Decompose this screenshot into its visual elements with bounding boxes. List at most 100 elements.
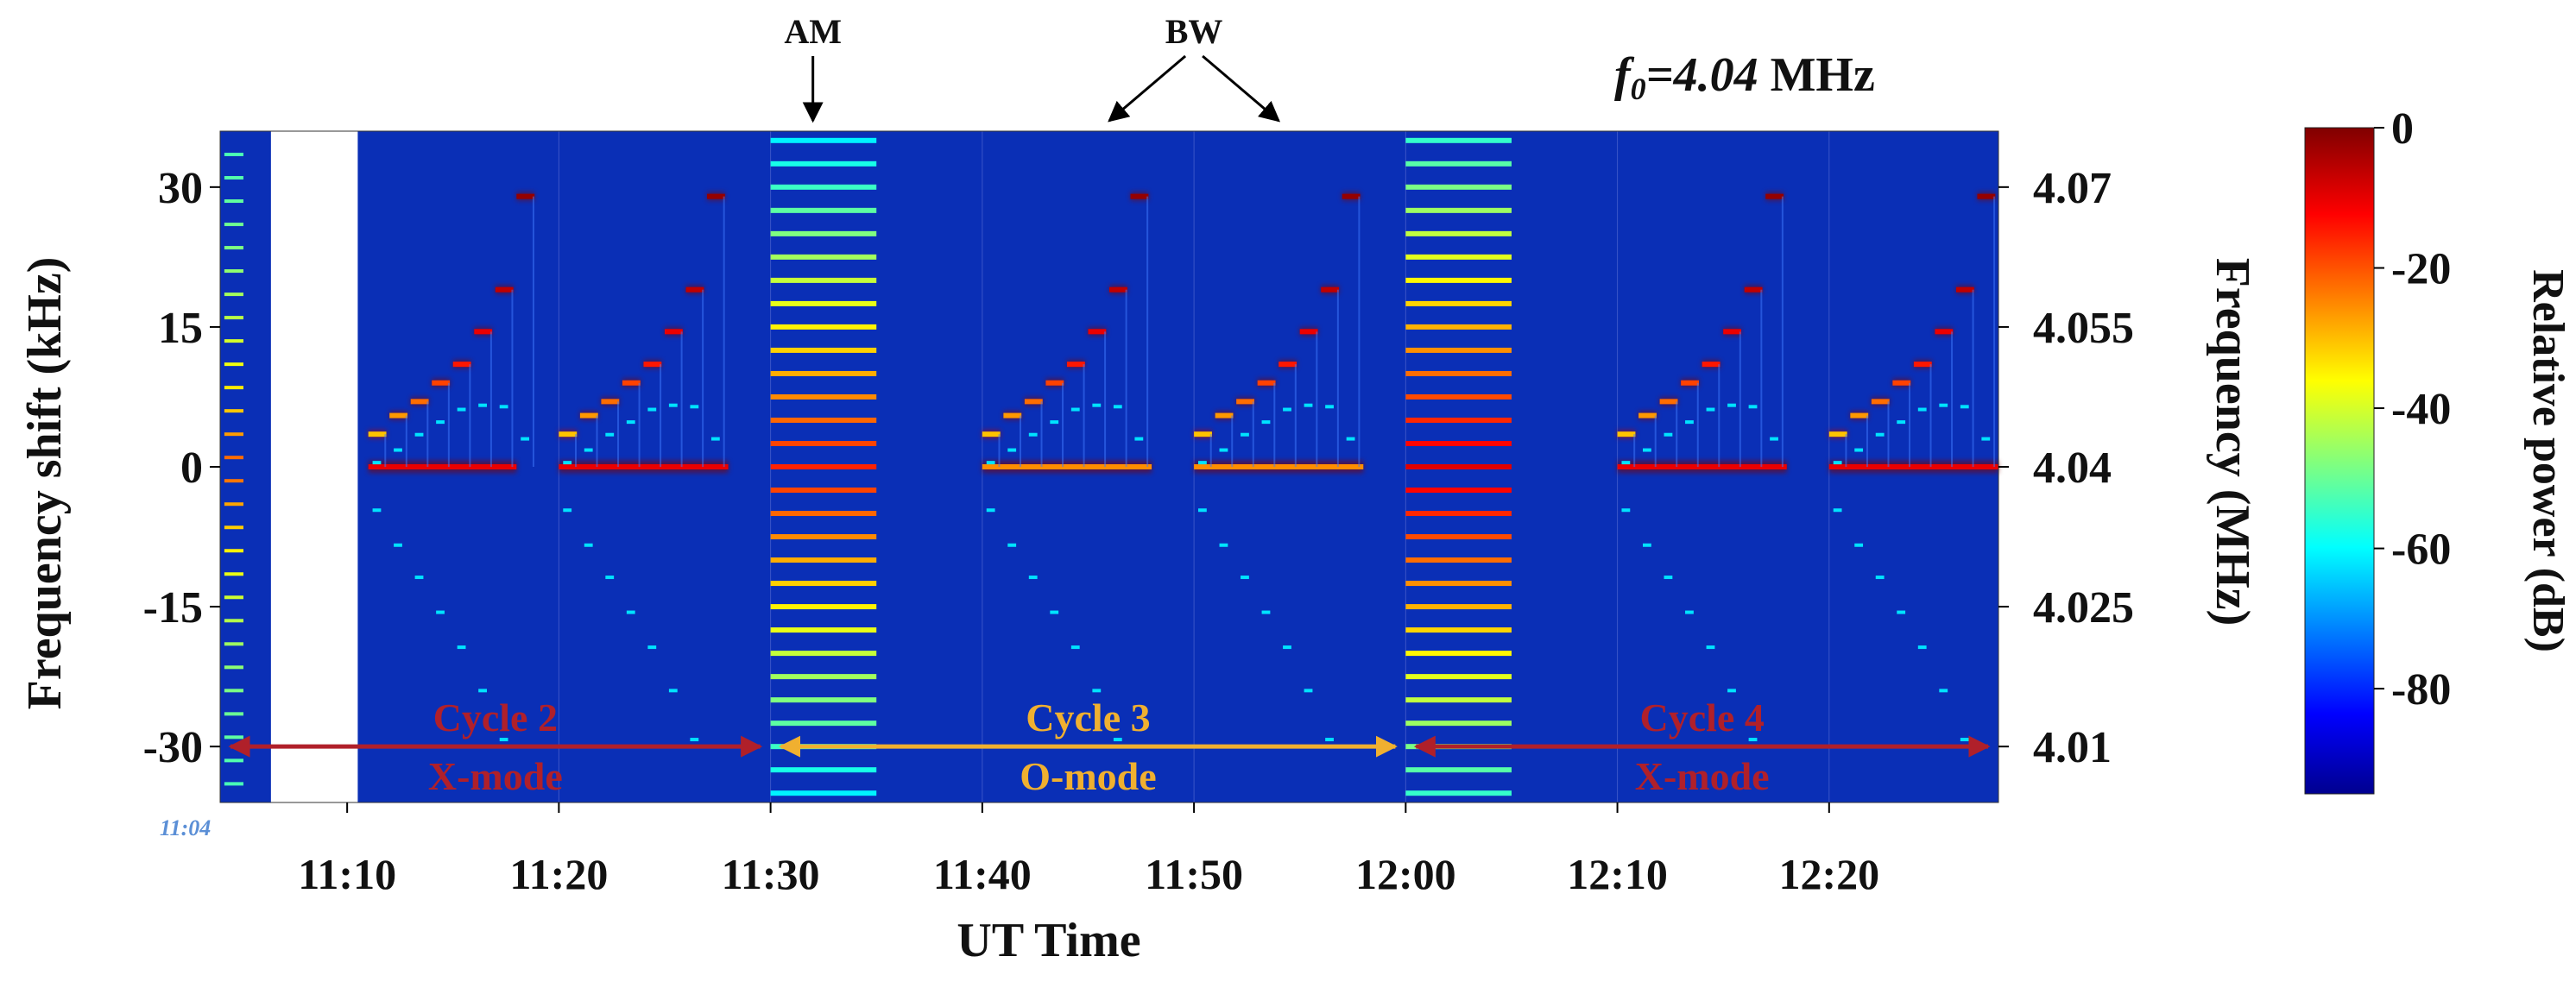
calibration-line xyxy=(224,712,243,716)
calibration-line xyxy=(224,362,243,367)
weak-sideband xyxy=(1198,508,1207,513)
right-y-tick-label: 4.01 xyxy=(2033,723,2112,772)
weak-sideband xyxy=(1219,543,1228,547)
weak-sideband xyxy=(1685,610,1694,614)
weak-sideband xyxy=(1706,645,1715,650)
carrier-line xyxy=(982,464,1152,469)
frequency-step xyxy=(1215,412,1234,418)
frequency-step xyxy=(1828,431,1847,437)
weak-sideband xyxy=(1113,405,1122,409)
step-streak xyxy=(447,382,450,467)
weak-sideband xyxy=(1028,576,1038,580)
frequency-step xyxy=(1299,329,1318,335)
frequency-step xyxy=(622,380,641,386)
weak-sideband xyxy=(457,407,466,412)
step-streak xyxy=(1633,434,1636,467)
x-tick-label: 11:30 xyxy=(722,850,820,898)
weak-sideband xyxy=(394,448,402,452)
frequency-step xyxy=(1955,286,1974,293)
weak-sideband xyxy=(372,461,382,465)
am-sideband xyxy=(770,137,877,143)
am-sideband xyxy=(770,277,877,283)
frequency-step xyxy=(474,329,493,335)
step-streak xyxy=(1273,382,1276,467)
frequency-step xyxy=(410,399,429,405)
weak-sideband xyxy=(1854,448,1864,452)
frequency-step xyxy=(665,329,683,335)
weak-sideband xyxy=(1981,437,1991,441)
calibration-line xyxy=(224,735,243,739)
weak-sideband xyxy=(1727,689,1736,693)
calibration-line xyxy=(224,619,243,623)
step-streak xyxy=(1062,382,1064,467)
colorbar-ticks: 0 -20 -40 -60 -80 xyxy=(2374,104,2451,714)
weak-sideband xyxy=(690,405,699,409)
am-sideband xyxy=(1405,230,1512,236)
step-streak xyxy=(680,331,683,467)
frequency-step xyxy=(559,431,578,437)
frequency-step xyxy=(1723,329,1742,335)
step-streak xyxy=(1358,196,1361,467)
weak-sideband xyxy=(668,403,678,407)
am-sideband xyxy=(770,370,877,376)
weak-sideband xyxy=(457,645,466,650)
am-sideband xyxy=(770,790,877,796)
weak-sideband xyxy=(1346,437,1355,441)
weak-sideband xyxy=(372,508,382,513)
weak-sideband xyxy=(1727,403,1736,407)
frequency-step xyxy=(1659,399,1678,405)
am-sideband xyxy=(1405,370,1512,376)
weak-sideband xyxy=(1643,543,1651,547)
step-streak xyxy=(532,196,534,467)
am-sideband xyxy=(1405,604,1512,610)
carrier-line xyxy=(1828,464,1998,469)
weak-sideband xyxy=(1134,437,1144,441)
am-sideband xyxy=(1405,207,1512,213)
frequency-step xyxy=(1617,431,1636,437)
weak-sideband xyxy=(478,689,487,693)
calibration-line xyxy=(224,316,243,320)
weak-sideband xyxy=(1960,405,1969,409)
chart-title: f0=4.04 MHz xyxy=(1614,48,1875,106)
step-streak xyxy=(1866,415,1868,467)
weak-sideband xyxy=(414,432,424,437)
am-sideband xyxy=(1405,488,1512,494)
weak-sideband xyxy=(1283,407,1291,412)
frequency-step xyxy=(1130,193,1149,199)
calibration-line xyxy=(224,665,243,670)
step-streak xyxy=(1654,415,1657,467)
calibration-line xyxy=(224,269,243,274)
weak-sideband xyxy=(1241,576,1249,580)
calibration-line xyxy=(224,456,243,460)
step-streak xyxy=(426,401,429,467)
calibration-line xyxy=(224,572,243,576)
weak-sideband xyxy=(1897,420,1906,425)
am-sideband xyxy=(1405,767,1512,773)
frequency-step xyxy=(1321,286,1340,293)
calibration-line xyxy=(224,549,243,553)
left-y-tick-label: 15 xyxy=(158,304,203,353)
left-y-tick-label: -30 xyxy=(143,723,203,772)
am-sideband xyxy=(1405,464,1512,469)
am-sideband xyxy=(770,767,877,773)
frequency-step xyxy=(432,380,451,386)
am-sideband xyxy=(770,393,877,400)
weak-sideband xyxy=(605,576,615,580)
right-y-tick-label: 4.025 xyxy=(2033,583,2134,632)
weak-sideband xyxy=(436,420,445,425)
step-streak xyxy=(1718,364,1720,467)
am-sideband xyxy=(770,511,877,517)
weak-sideband xyxy=(1917,407,1927,412)
carrier-line xyxy=(1194,464,1364,469)
am-sideband xyxy=(770,464,877,469)
am-sideband xyxy=(770,207,877,213)
step-streak xyxy=(998,434,1001,467)
weak-sideband xyxy=(1664,432,1673,437)
weak-sideband xyxy=(647,407,657,412)
step-streak xyxy=(1696,382,1699,467)
am-sideband xyxy=(1405,324,1512,330)
weak-sideband xyxy=(1070,645,1080,650)
cycle-name: Cycle 2 xyxy=(433,695,558,739)
am-sideband xyxy=(770,324,877,330)
step-streak xyxy=(596,415,598,467)
